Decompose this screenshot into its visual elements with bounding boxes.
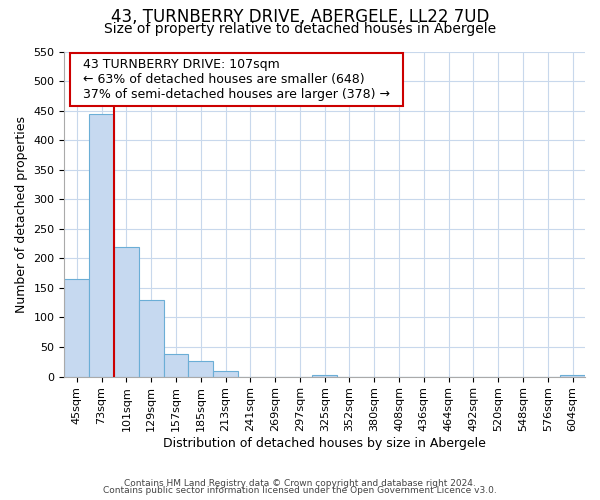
Text: Contains HM Land Registry data © Crown copyright and database right 2024.: Contains HM Land Registry data © Crown c… — [124, 478, 476, 488]
Bar — [64, 279, 89, 376]
Bar — [560, 375, 585, 376]
Bar — [188, 360, 213, 376]
Y-axis label: Number of detached properties: Number of detached properties — [15, 116, 28, 312]
Bar — [213, 370, 238, 376]
X-axis label: Distribution of detached houses by size in Abergele: Distribution of detached houses by size … — [163, 437, 486, 450]
Text: 43, TURNBERRY DRIVE, ABERGELE, LL22 7UD: 43, TURNBERRY DRIVE, ABERGELE, LL22 7UD — [111, 8, 489, 26]
Text: Size of property relative to detached houses in Abergele: Size of property relative to detached ho… — [104, 22, 496, 36]
Text: Contains public sector information licensed under the Open Government Licence v3: Contains public sector information licen… — [103, 486, 497, 495]
Bar — [89, 114, 114, 376]
Bar — [164, 354, 188, 376]
Bar — [139, 300, 164, 376]
Bar — [114, 246, 139, 376]
Text: 43 TURNBERRY DRIVE: 107sqm
  ← 63% of detached houses are smaller (648)
  37% of: 43 TURNBERRY DRIVE: 107sqm ← 63% of deta… — [75, 58, 398, 101]
Bar — [313, 375, 337, 376]
